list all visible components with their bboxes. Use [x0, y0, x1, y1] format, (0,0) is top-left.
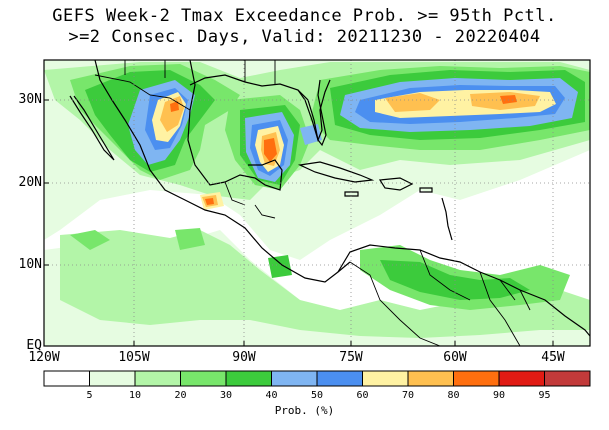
lon-label: 120W: [28, 350, 60, 365]
legend-swatch: [362, 370, 409, 387]
lon-label: 45W: [541, 350, 565, 365]
legend-swatch: [271, 370, 318, 387]
legend-swatch: [89, 370, 136, 387]
legend-tick-label: 10: [128, 390, 142, 401]
legend-tick-label: 80: [447, 390, 460, 401]
lon-label: 90W: [232, 350, 256, 365]
country-borders: [94, 60, 531, 346]
legend-tick-label: 40: [265, 390, 278, 401]
map-title-line2: >=2 Consec. Days, Valid: 20211230 - 2022…: [68, 27, 541, 47]
lon-label: 75W: [339, 350, 363, 365]
legend-tick-label: 50: [310, 390, 324, 401]
lon-label: 105W: [118, 350, 150, 365]
legend-swatch: [225, 370, 272, 387]
coastlines: [69, 60, 590, 337]
legend-swatch: [43, 370, 90, 387]
legend-tick-label: 60: [356, 390, 369, 401]
legend-swatch: [453, 370, 500, 387]
legend-swatch: [316, 370, 363, 387]
legend-tick-label: 90: [492, 390, 506, 401]
lon-label: 60W: [443, 350, 467, 365]
legend-tick-label: 5: [86, 390, 93, 401]
legend-swatch: [498, 370, 545, 387]
lat-label: 30N: [18, 92, 42, 107]
legend-unit: Prob. (%): [274, 404, 335, 417]
prob-80-90-shading: [170, 95, 517, 205]
axis-ticks: [44, 99, 554, 346]
legend-swatch: [180, 370, 227, 387]
legend-swatch: [544, 370, 591, 387]
lat-label: 20N: [18, 175, 42, 190]
legend-tick-label: 30: [219, 390, 233, 401]
map-title-line1: GEFS Week-2 Tmax Exceedance Prob. >= 95t…: [52, 6, 557, 26]
legend-swatch: [134, 370, 181, 387]
map-frame: [43, 59, 591, 347]
legend-tick-label: 95: [538, 390, 551, 401]
lat-label: 10N: [18, 257, 42, 272]
lat-label: EQ: [26, 338, 42, 353]
graticule: [44, 60, 590, 346]
legend-tick-label: 20: [174, 390, 187, 401]
legend-swatch: [407, 370, 454, 387]
legend-tick-label: 70: [401, 390, 415, 401]
